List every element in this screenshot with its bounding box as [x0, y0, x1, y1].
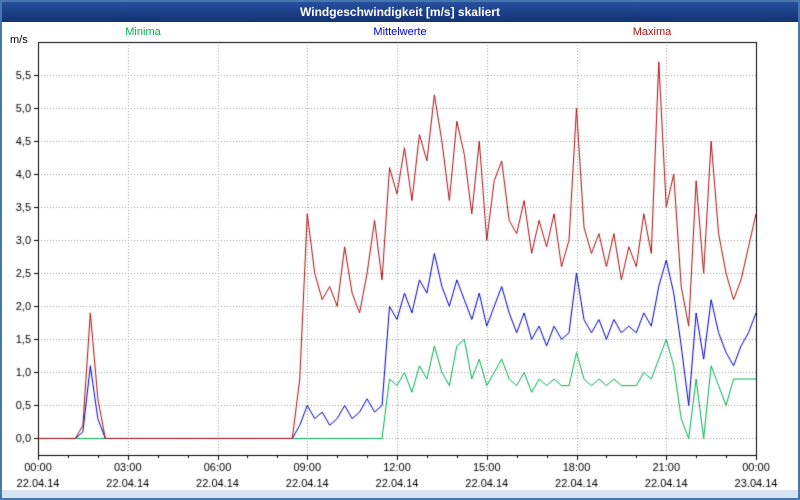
legend-mittelwerte: Mittelwerte: [373, 26, 427, 38]
window-title: Windgeschwindigkeit [m/s] skaliert: [300, 5, 500, 19]
window-titlebar: Windgeschwindigkeit [m/s] skaliert: [2, 2, 798, 22]
legend-maxima: Maxima: [632, 26, 672, 38]
chart-area: Minima Mittelwerte Maxima m/s: [2, 22, 798, 490]
wind-speed-chart-canvas: [2, 22, 798, 490]
legend-minima: Minima: [125, 26, 161, 38]
y-axis-unit-label: m/s: [10, 34, 28, 46]
